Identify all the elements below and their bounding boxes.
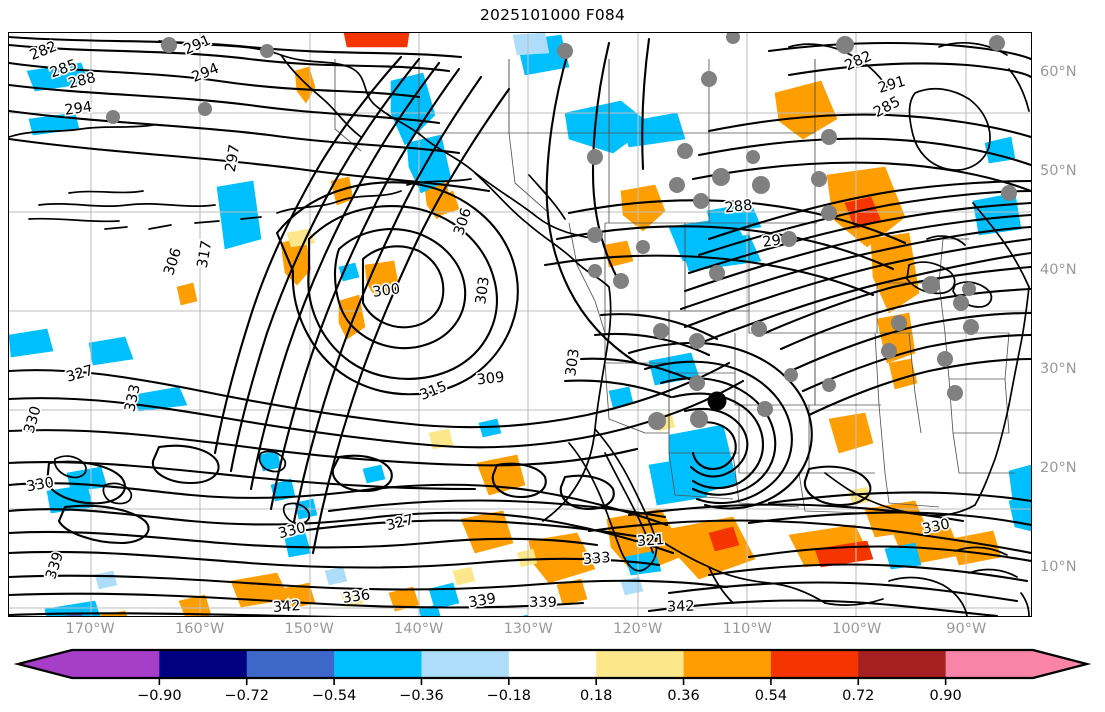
svg-text:294: 294 bbox=[190, 61, 222, 86]
thickness-contours bbox=[9, 35, 1031, 616]
lat-tick-label: 50°N bbox=[1040, 162, 1077, 179]
colorbar-swatch bbox=[683, 650, 772, 678]
svg-text:306: 306 bbox=[161, 246, 185, 277]
colorbar-swatch bbox=[72, 650, 160, 678]
colorbar-swatch bbox=[596, 650, 685, 678]
svg-text:303: 303 bbox=[473, 276, 493, 306]
svg-text:297: 297 bbox=[223, 143, 244, 173]
svg-text:336: 336 bbox=[342, 587, 372, 607]
colorbar-tick-label: 0.90 bbox=[929, 688, 962, 704]
station-markers bbox=[106, 33, 1017, 430]
svg-text:303: 303 bbox=[563, 348, 583, 378]
svg-text:317: 317 bbox=[195, 239, 216, 269]
svg-text:285: 285 bbox=[871, 94, 903, 121]
colorbar-tick-label: 0.18 bbox=[580, 688, 613, 704]
svg-text:339: 339 bbox=[467, 591, 497, 612]
colorbar-tick-label: −0.18 bbox=[486, 688, 532, 704]
lon-tick-label: 160°W bbox=[175, 621, 225, 637]
svg-text:342: 342 bbox=[667, 599, 695, 616]
lon-tick-label: 100°W bbox=[832, 621, 882, 637]
svg-text:291: 291 bbox=[876, 74, 907, 97]
svg-text:339: 339 bbox=[529, 595, 557, 611]
svg-text:288: 288 bbox=[724, 198, 753, 217]
svg-text:333: 333 bbox=[582, 550, 611, 568]
colorbar-tick-label: 0.72 bbox=[842, 688, 875, 704]
lat-tick-label: 60°N bbox=[1040, 63, 1077, 80]
lon-tick-label: 90°W bbox=[946, 621, 987, 637]
svg-text:342: 342 bbox=[272, 598, 301, 616]
svg-text:306: 306 bbox=[451, 206, 475, 237]
figure-title: 2025101000 F084 bbox=[479, 6, 626, 24]
map-canvas: 282 285 288 294 291 294 297 306 317 300 … bbox=[9, 33, 1031, 616]
svg-text:288: 288 bbox=[67, 70, 98, 92]
colorbar-swatches bbox=[13, 648, 1092, 685]
lon-tick-label: 170°W bbox=[65, 621, 115, 637]
lon-tick-label: 130°W bbox=[503, 621, 553, 637]
lat-tick-label: 10°N bbox=[1040, 559, 1077, 576]
colorbar-tick-label: 0.36 bbox=[667, 688, 700, 704]
colorbar-swatch bbox=[945, 650, 1034, 678]
political-boundaries bbox=[334, 59, 1015, 514]
colorbar-under-arrow bbox=[18, 650, 72, 678]
lat-tick-label: 30°N bbox=[1040, 361, 1077, 378]
colorbar[interactable]: −0.90 −0.72 −0.54 −0.36 −0.18 0.18 0.36 0.54 0.7… bbox=[0, 648, 1105, 712]
lat-tick-label: 40°N bbox=[1040, 261, 1077, 278]
lon-tick-label: 110°W bbox=[722, 621, 772, 637]
colorbar-tick-label: −0.36 bbox=[399, 688, 444, 704]
svg-text:321: 321 bbox=[636, 532, 665, 550]
lon-tick-label: 120°W bbox=[613, 621, 663, 637]
svg-text:309: 309 bbox=[476, 370, 505, 389]
colorbar-tick-label: −0.54 bbox=[311, 688, 357, 704]
lat-tick-label: 20°N bbox=[1040, 460, 1077, 477]
colorbar-swatch bbox=[246, 650, 335, 678]
colorbar-swatch bbox=[508, 650, 597, 678]
colorbar-over-arrow bbox=[1033, 650, 1087, 678]
colorbar-tick-label: −0.90 bbox=[137, 688, 182, 704]
svg-text:330: 330 bbox=[25, 475, 55, 496]
colorbar-tick-label: −0.72 bbox=[224, 688, 269, 704]
colorbar-swatch bbox=[334, 650, 422, 678]
colorbar-swatch bbox=[770, 650, 859, 678]
svg-text:315: 315 bbox=[418, 379, 450, 404]
colorbar-tick-label: 0.54 bbox=[754, 688, 788, 704]
colorbar-swatch bbox=[159, 650, 248, 678]
colorbar-swatch bbox=[421, 650, 510, 678]
storm-center-marker bbox=[707, 391, 727, 411]
svg-text:294: 294 bbox=[64, 99, 94, 119]
lon-tick-label: 150°W bbox=[284, 621, 334, 637]
svg-text:300: 300 bbox=[372, 281, 402, 301]
map-panel[interactable]: 282 285 288 294 291 294 297 306 317 300 … bbox=[8, 32, 1032, 617]
lon-tick-label: 140°W bbox=[394, 621, 444, 637]
contour-labels: 282 285 288 294 291 294 297 306 317 300 … bbox=[20, 33, 953, 616]
map-clip: 282 285 288 294 291 294 297 306 317 300 … bbox=[9, 33, 1031, 616]
svg-text:282: 282 bbox=[28, 39, 60, 64]
colorbar-swatch bbox=[858, 650, 947, 678]
